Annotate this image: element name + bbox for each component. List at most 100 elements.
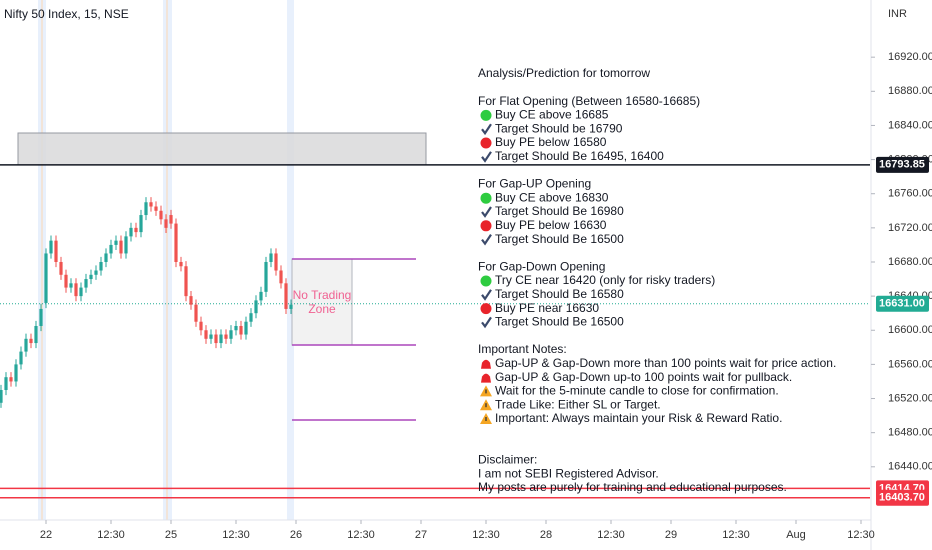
annotation-item: Buy PE near 16630 — [495, 301, 599, 315]
annotation-item: Target Should Be 16980 — [495, 204, 624, 218]
candle-body — [284, 283, 288, 309]
levels — [0, 164, 870, 499]
candle-body — [269, 253, 273, 262]
candle-body — [64, 274, 68, 288]
candle-body — [54, 240, 58, 262]
x-tick-label: 25 — [165, 529, 177, 541]
x-tick-label: 12:30 — [347, 529, 375, 541]
candle-body — [89, 274, 93, 280]
candle-body — [84, 279, 88, 288]
candle-body — [279, 270, 283, 284]
annotation-item: Buy PE below 16580 — [495, 135, 607, 149]
candle-body — [209, 334, 213, 339]
y-tick-label: 16480.00 — [888, 427, 932, 439]
icon-red — [480, 220, 492, 232]
annotation-item: Target Should Be 16580 — [495, 287, 624, 301]
candle-body — [69, 283, 73, 288]
candle-body — [79, 287, 83, 297]
candle-body — [94, 270, 98, 275]
candle-body — [4, 377, 8, 390]
candle-body — [119, 240, 123, 254]
candle-body — [39, 308, 43, 326]
x-tick-label: 28 — [540, 529, 552, 541]
candle-body — [34, 325, 38, 344]
candle-body — [29, 338, 33, 344]
annotation-item: Target Should be 16790 — [495, 121, 623, 135]
candle-body — [239, 325, 243, 335]
icon-check — [481, 289, 492, 301]
annotation-heading: Important Notes: — [478, 342, 567, 356]
candle-body — [224, 334, 228, 339]
x-tick-label: 12:30 — [722, 529, 750, 541]
candle-body — [149, 202, 153, 207]
candle-body — [99, 261, 103, 271]
icon-red — [480, 137, 492, 149]
candle-body — [199, 321, 203, 331]
icon-check — [481, 233, 492, 246]
chart-title: Nifty 50 Index, 15, NSE — [4, 7, 129, 21]
annotation-item: Buy CE above 16830 — [495, 190, 609, 204]
icon-red — [480, 303, 492, 315]
axes: 16440.00 16480.00 16520.00 16560.00 16600.00… — [40, 51, 932, 541]
zone-label: No Trading — [293, 288, 352, 302]
candle-body — [59, 261, 63, 275]
x-tick-label: 22 — [40, 529, 52, 541]
candle-body — [9, 377, 13, 382]
candle-body — [0, 389, 3, 403]
annotation-item: Gap-UP & Gap-Down more than 100 points w… — [495, 356, 836, 370]
x-tick-label: 26 — [290, 529, 302, 541]
disclaimer-heading: Disclaimer: — [478, 453, 537, 467]
annotation-item: Try CE near 16420 (only for risky trader… — [495, 273, 715, 287]
annotation-item: Target Should Be 16500 — [495, 315, 624, 329]
candle-body — [234, 325, 238, 331]
icon-green — [480, 192, 492, 204]
y-tick-label: 16880.00 — [888, 85, 932, 97]
candle-body — [129, 227, 133, 237]
candles — [0, 197, 293, 408]
annotation-item: Target Should Be 16500 — [495, 232, 624, 246]
candle-body — [154, 206, 158, 211]
candle-body — [44, 253, 48, 303]
candle-body — [159, 210, 163, 220]
candle-body — [184, 266, 188, 297]
annotation-heading: For Flat Opening (Between 16580-16685) — [478, 94, 700, 108]
candle-body — [164, 219, 168, 228]
price-label-box — [876, 156, 929, 173]
annotation-item: Buy CE above 16685 — [495, 108, 609, 122]
disclaimer-line: My posts are purely for training and edu… — [478, 480, 787, 494]
annotation-item: Target Should Be 16495, 16400 — [495, 149, 664, 163]
price-label-box — [876, 489, 929, 506]
candle-body — [124, 236, 128, 254]
candle-body — [249, 313, 253, 322]
candle-body — [204, 330, 208, 339]
price-label: 16403.70 — [879, 492, 925, 504]
candle-body — [144, 202, 148, 216]
icon-green — [480, 109, 492, 121]
y-tick-label: 16840.00 — [888, 119, 932, 131]
y-tick-label: 16920.00 — [888, 51, 932, 63]
candle-body — [214, 334, 218, 344]
annotation-item: Gap-UP & Gap-Down up-to 100 points wait … — [495, 370, 792, 384]
annotation-item: Wait for the 5-minute candle to close fo… — [495, 384, 779, 398]
candle-body — [169, 215, 173, 224]
x-tick-label: Aug — [786, 529, 806, 541]
y-tick-label: 16680.00 — [888, 256, 932, 268]
icon-green — [480, 275, 492, 287]
x-tick-label: 12:30 — [222, 529, 250, 541]
x-tick-label: 12:30 — [472, 529, 500, 541]
currency: INR — [888, 8, 907, 20]
candle-body — [289, 304, 293, 309]
x-tick-label: 29 — [665, 529, 677, 541]
annotation: Analysis/Prediction for tomorrow For Flat… — [478, 66, 836, 494]
y-tick-label: 16600.00 — [888, 324, 932, 336]
candle-body — [194, 304, 198, 322]
annotation-heading: For Gap-Down Opening — [478, 259, 605, 273]
session-band — [287, 0, 294, 520]
candle-body — [264, 261, 268, 292]
x-tick-label: 27 — [415, 529, 427, 541]
zone-label: Zone — [308, 302, 336, 316]
candle-body — [229, 330, 233, 339]
annotation-heading: For Gap-UP Opening — [478, 177, 591, 191]
candle-body — [109, 244, 113, 254]
